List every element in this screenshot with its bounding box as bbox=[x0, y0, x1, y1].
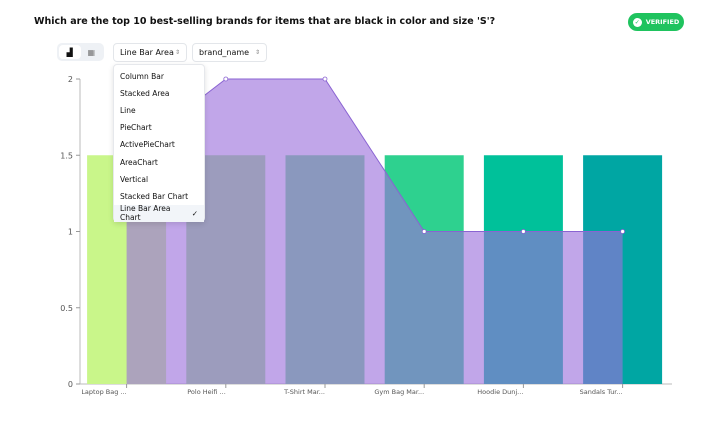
x-tick-label: Gym Bag Mar... bbox=[374, 388, 424, 396]
chevron-updown-icon: ⇕ bbox=[174, 49, 180, 56]
chart-type-value: Line Bar Area Ch bbox=[120, 48, 175, 57]
menu-item[interactable]: Vertical bbox=[120, 174, 149, 184]
area-point bbox=[223, 76, 229, 82]
field-value: brand_name bbox=[199, 48, 250, 57]
area-line bbox=[126, 78, 623, 232]
menu-item[interactable]: AreaChart bbox=[120, 157, 158, 167]
y-tick-label: 2 bbox=[68, 75, 73, 84]
verified-badge: ✓ VERIFIED bbox=[628, 13, 684, 31]
checkmark-icon: ✓ bbox=[191, 208, 198, 218]
y-tick-label: 0 bbox=[68, 380, 73, 389]
x-tick-label: Polo Heifi ... bbox=[187, 388, 226, 396]
menu-item[interactable]: Column Bar bbox=[120, 72, 164, 82]
x-tick-label: T-Shirt Mar... bbox=[283, 388, 325, 396]
menu-item[interactable]: Stacked Area bbox=[120, 89, 170, 99]
menu-item[interactable]: Line bbox=[120, 106, 136, 116]
menu-item-selected[interactable]: Line Bar Area Chart ✓ bbox=[114, 204, 204, 222]
table-view-icon[interactable]: ▦ bbox=[87, 47, 96, 57]
x-tick-label: Laptop Bag ... bbox=[81, 388, 126, 396]
badge-label: VERIFIED bbox=[645, 18, 680, 26]
chart-type-menu: Column Bar Stacked Area Line PieChart Ac… bbox=[113, 64, 205, 222]
area bbox=[126, 79, 623, 384]
question-title: Which are the top 10 best-selling brands… bbox=[34, 16, 496, 27]
area-point bbox=[521, 229, 526, 234]
chart-type-select[interactable]: Line Bar Area Ch⇕ bbox=[113, 43, 187, 62]
menu-item[interactable]: ActivePieChart bbox=[120, 140, 175, 150]
field-select[interactable]: brand_name ⇕ bbox=[192, 43, 267, 62]
area-point bbox=[620, 229, 625, 234]
area-point bbox=[421, 229, 427, 234]
area-point bbox=[322, 76, 328, 82]
check-icon: ✓ bbox=[632, 17, 642, 27]
menu-item[interactable]: Stacked Bar Chart bbox=[120, 191, 189, 201]
x-tick-label: Hoodie Dunj... bbox=[477, 388, 523, 396]
menu-item[interactable]: PieChart bbox=[120, 123, 152, 133]
chevron-updown-icon: ⇕ bbox=[254, 49, 260, 56]
view-toggle: ▟ ▦ bbox=[57, 43, 104, 61]
chart-view-icon[interactable]: ▟ bbox=[59, 45, 81, 59]
y-tick-label: 1 bbox=[68, 228, 73, 237]
y-tick-label: 0.5 bbox=[60, 304, 73, 313]
y-tick-label: 1.5 bbox=[60, 151, 73, 160]
x-tick-label: Sandals Tur... bbox=[580, 388, 623, 396]
